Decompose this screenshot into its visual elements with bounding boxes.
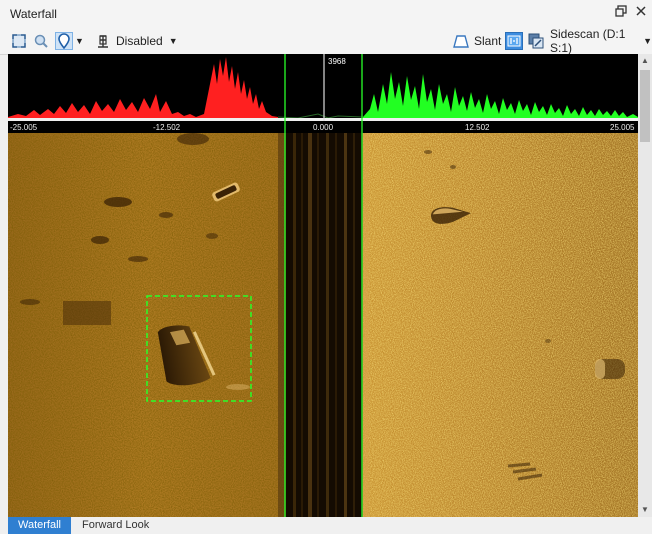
chevron-down-icon: ▼	[643, 36, 652, 46]
restore-window-icon[interactable]	[613, 5, 629, 21]
range-tick: -12.502	[153, 123, 181, 132]
tab-forward-look[interactable]: Forward Look	[82, 519, 150, 531]
sidescan-mode-button[interactable]	[505, 31, 523, 51]
range-tick: 25.005	[610, 123, 635, 132]
fit-view-icon	[10, 32, 28, 50]
mode-label: Sidescan (D:1 S:1)	[550, 27, 626, 55]
seafloor-targets	[20, 133, 625, 481]
zoom-icon	[32, 32, 50, 50]
waterfall-view[interactable]: 3968 -25.005 -12.502 0.000 12.502 25.005	[8, 54, 638, 517]
marker-icon	[55, 32, 73, 50]
scroll-down-icon[interactable]: ▼	[641, 505, 649, 514]
view-tabs: Waterfall Forward Look	[0, 517, 652, 534]
scroll-up-icon[interactable]: ▲	[641, 56, 649, 65]
chevron-down-icon: ▼	[75, 36, 84, 46]
range-tick: 12.502	[465, 123, 490, 132]
close-icon[interactable]	[633, 5, 649, 21]
ping-icon	[94, 32, 112, 50]
marker-dropdown[interactable]: ▼	[55, 31, 84, 51]
fit-view-button[interactable]	[10, 31, 28, 51]
target-selection-box[interactable]	[146, 295, 252, 402]
toolbar: ▼ Disabled ▼ Slant Sidescan (D:1 S:1) ▼	[0, 27, 652, 55]
mode-dropdown[interactable]: Sidescan (D:1 S:1) ▼	[546, 27, 652, 55]
range-tick: 0.000	[313, 123, 334, 132]
range-tick: -25.005	[10, 123, 38, 132]
sidescan-image	[8, 133, 638, 517]
starboard-signal-trace	[363, 72, 638, 121]
window-title: Waterfall	[10, 7, 57, 21]
palette-icon	[527, 32, 545, 50]
title-bar: Waterfall	[0, 0, 652, 28]
chevron-down-icon: ▼	[168, 36, 178, 46]
zoom-button[interactable]	[32, 31, 50, 51]
vertical-scrollbar[interactable]: ▲ ▼	[638, 54, 652, 517]
port-signal-trace	[8, 57, 278, 121]
tab-waterfall[interactable]: Waterfall	[8, 517, 71, 534]
sidescan-mode-icon	[505, 32, 523, 50]
ping-dropdown[interactable]: Disabled ▼	[94, 31, 178, 51]
scrollbar-thumb[interactable]	[640, 70, 650, 142]
slant-label: Slant	[474, 34, 502, 48]
depth-marker-value: 3968	[328, 57, 346, 66]
slant-toggle[interactable]: Slant	[452, 31, 501, 51]
palette-button[interactable]	[527, 31, 545, 51]
ping-mode-label: Disabled	[116, 34, 163, 48]
slant-icon	[452, 32, 470, 50]
